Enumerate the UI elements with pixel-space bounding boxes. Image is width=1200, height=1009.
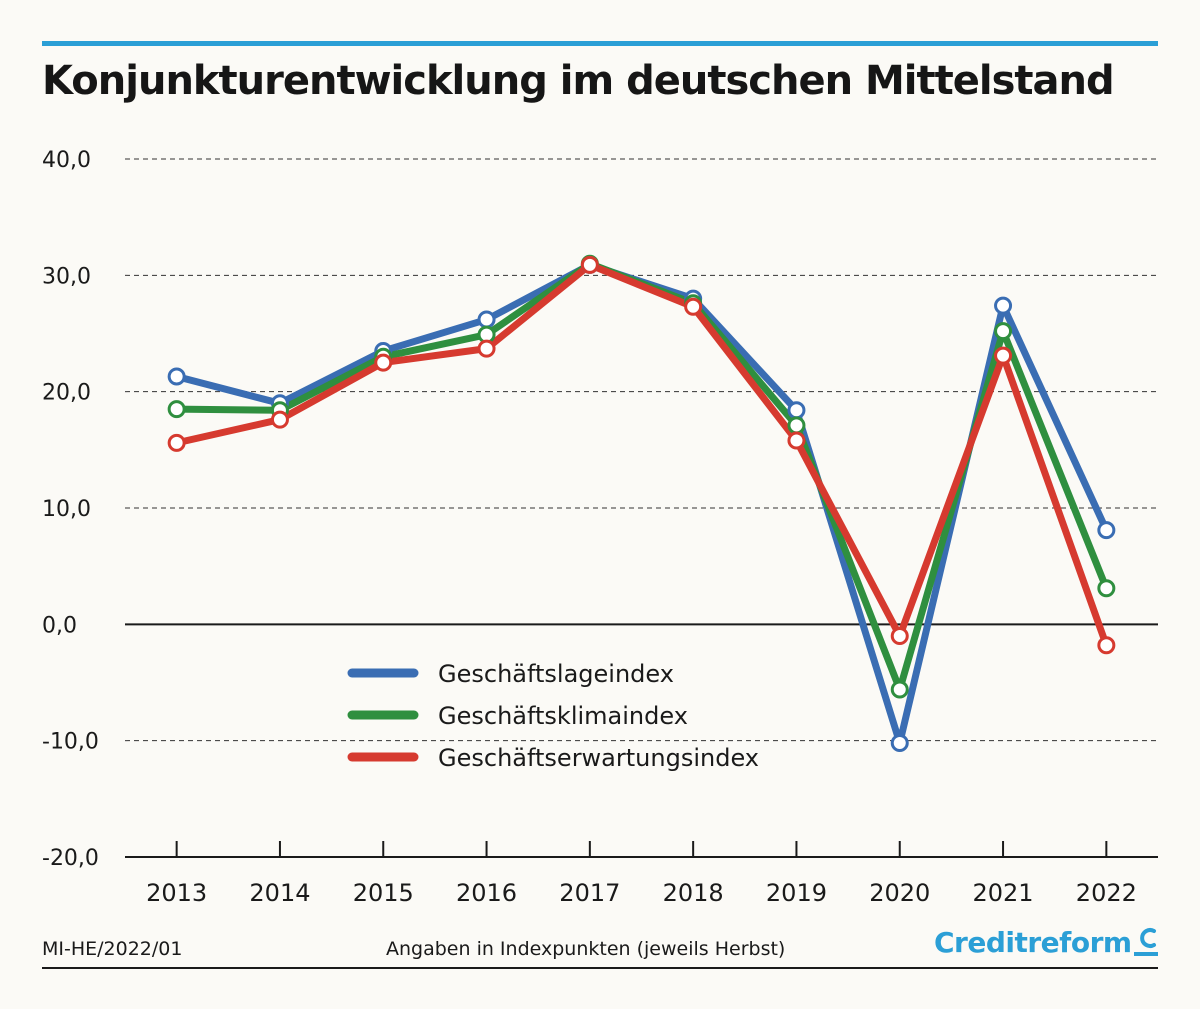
top-accent-rule (42, 41, 1158, 46)
y-tick-label: -10,0 (42, 730, 99, 755)
chart-title: Konjunkturentwicklung im deutschen Mitte… (42, 58, 1115, 104)
x-tick-label: 2021 (973, 879, 1034, 907)
x-tick-label: 2020 (869, 879, 930, 907)
legend-label: Geschäftsklimaindex (438, 702, 688, 730)
brand-logo: Creditreform (934, 926, 1132, 959)
x-tick-label: 2013 (146, 879, 207, 907)
y-tick-label: 20,0 (42, 381, 91, 406)
data-point (994, 296, 1013, 315)
data-point (787, 416, 806, 435)
x-tick-label: 2016 (456, 879, 517, 907)
x-tick-label: 2022 (1076, 879, 1137, 907)
data-point (890, 626, 909, 645)
data-point (477, 310, 496, 329)
data-point (167, 367, 186, 386)
data-point (994, 346, 1013, 365)
y-tick-label: 30,0 (42, 264, 91, 289)
footer-rule (42, 967, 1158, 969)
data-point (374, 353, 393, 372)
data-point (270, 410, 289, 429)
data-point (787, 431, 806, 450)
y-tick-label: 0,0 (42, 613, 77, 638)
y-tick-label: 40,0 (42, 148, 91, 173)
x-tick-label: 2015 (353, 879, 414, 907)
data-point (890, 733, 909, 752)
footer-note: Angaben in Indexpunkten (jeweils Herbst) (386, 938, 786, 960)
data-point (994, 322, 1013, 341)
data-point (167, 433, 186, 452)
x-tick-label: 2014 (249, 879, 310, 907)
data-point (890, 680, 909, 699)
data-point (684, 297, 703, 316)
x-tick-label: 2018 (663, 879, 724, 907)
legend-label: Geschäftserwartungsindex (438, 744, 759, 772)
data-point (477, 339, 496, 358)
creditreform-c-icon (1134, 928, 1158, 956)
data-point (787, 401, 806, 420)
legend-label: Geschäftslageindex (438, 660, 674, 688)
chart-code: MI-HE/2022/01 (42, 938, 183, 960)
data-point (580, 255, 599, 274)
x-tick-label: 2019 (766, 879, 827, 907)
data-point (1097, 579, 1116, 598)
data-point (1097, 636, 1116, 655)
series-line-2 (173, 261, 1110, 649)
y-tick-label: -20,0 (42, 846, 99, 871)
data-point (1097, 521, 1116, 540)
data-point (167, 400, 186, 419)
y-tick-label: 10,0 (42, 497, 91, 522)
line-chart: 40,0 30,0 20,0 10,0 0,0 -10,0 -20,0 2013 2014 201… (42, 148, 1158, 907)
x-tick-label: 2017 (559, 879, 620, 907)
series-line-1 (173, 260, 1110, 693)
